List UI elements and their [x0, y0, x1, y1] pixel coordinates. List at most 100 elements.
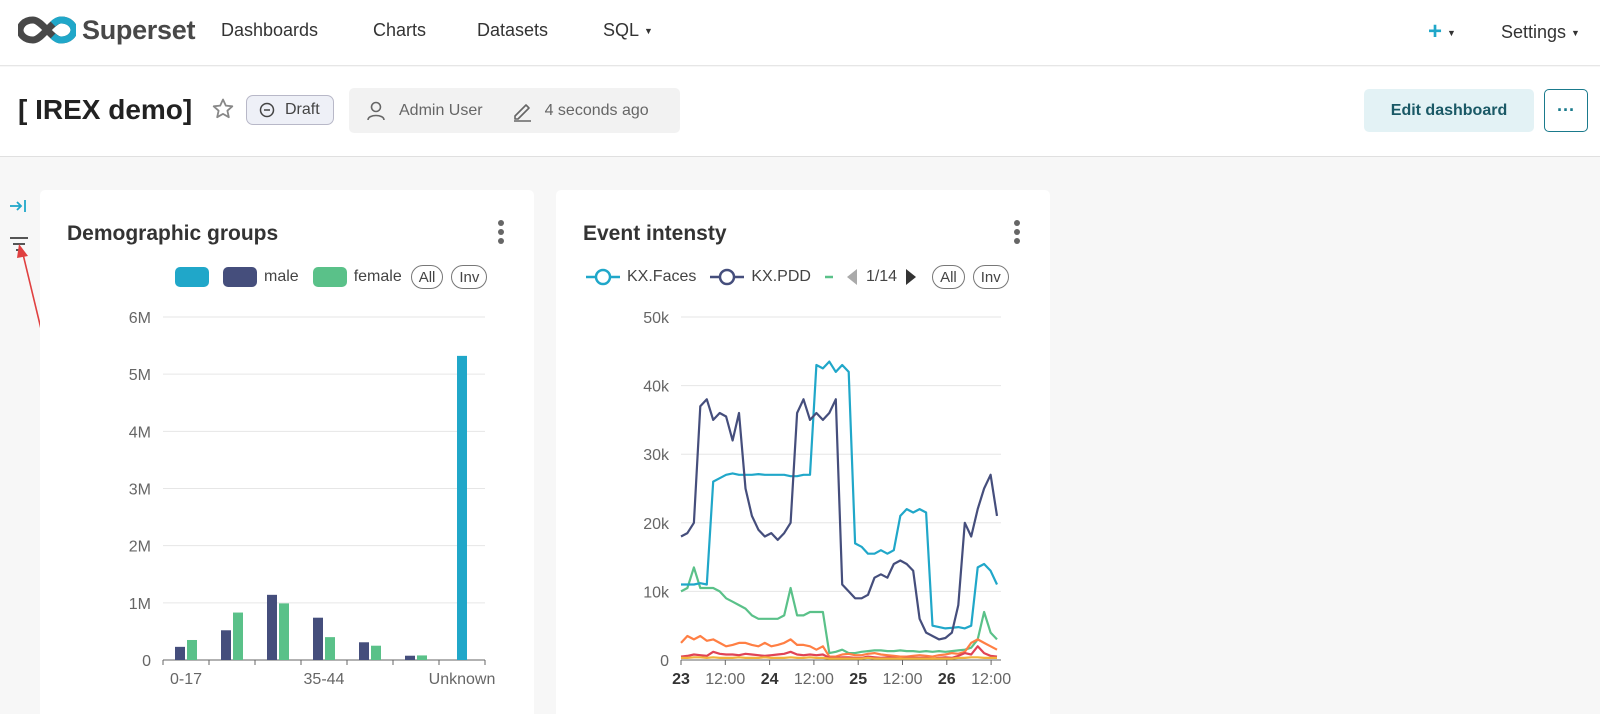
nav-datasets[interactable]: Datasets: [477, 20, 549, 40]
legend-swatch: [223, 267, 257, 287]
superset-logo[interactable]: Superset: [18, 14, 195, 46]
legend-swatch: [312, 267, 347, 287]
nav-dashboards[interactable]: Dashboards: [221, 20, 319, 40]
legend-line-marker: [586, 268, 620, 286]
chart-title: Event intensty: [583, 222, 727, 245]
infinity-icon: [18, 16, 76, 44]
y-tick-label: 50k: [643, 310, 670, 327]
settings-menu[interactable]: Settings ▼: [1501, 22, 1580, 43]
legend-label: female: [353, 268, 402, 285]
bar: [325, 637, 335, 660]
filter-icon[interactable]: [8, 235, 30, 253]
legend-line-marker: [824, 275, 833, 279]
y-tick-label: 1M: [129, 596, 151, 613]
series-line: [680, 398, 999, 641]
chart-card-event-intensity: Event intensty KX.Faces KX.PDD 1/14 All …: [556, 190, 1050, 714]
bar: [313, 617, 323, 660]
chart-legend: KX.Faces KX.PDD 1/14 All Inv: [586, 265, 1009, 289]
legend-item[interactable]: male: [223, 267, 299, 287]
new-item-button[interactable]: + ▼: [1428, 18, 1456, 46]
bar: [417, 655, 427, 660]
top-navbar: Superset Dashboards Charts Datasets SQL ▼…: [0, 0, 1600, 66]
edit-dashboard-button[interactable]: Edit dashboard: [1364, 89, 1534, 132]
legend-label: male: [264, 268, 299, 285]
legend-swatch: [175, 267, 209, 287]
legend-item[interactable]: KX.PDD: [710, 267, 811, 287]
app-name: Superset: [82, 14, 196, 45]
nav-sql-label: SQL: [603, 20, 640, 40]
plus-icon: +: [1428, 18, 1443, 45]
minus-circle-icon: [259, 102, 275, 118]
legend-invert-button[interactable]: Inv: [451, 265, 488, 289]
y-tick-label: 10k: [643, 584, 670, 601]
owner-info[interactable]: Admin User: [365, 100, 483, 122]
legend-item[interactable]: [175, 267, 209, 287]
x-tick-label: 12:00: [705, 671, 745, 688]
legend-item[interactable]: [824, 267, 835, 287]
y-tick-label: 3M: [129, 482, 151, 499]
legend-prev-page-icon[interactable]: [845, 267, 859, 287]
metadata-bar: Admin User 4 seconds ago: [349, 88, 680, 133]
chart-title: Demographic groups: [67, 222, 279, 245]
x-tick-label: 35-44: [304, 671, 345, 688]
star-icon[interactable]: [211, 97, 235, 121]
modified-time: 4 seconds ago: [544, 101, 649, 119]
legend-next-page-icon[interactable]: [904, 267, 918, 287]
bar: [457, 355, 467, 660]
edit-icon: [513, 103, 531, 122]
legend-invert-button[interactable]: Inv: [972, 265, 1009, 289]
bar: [371, 645, 381, 660]
x-tick-label: 23: [672, 671, 690, 688]
caret-down-icon: ▼: [1447, 27, 1456, 38]
bar: [175, 646, 185, 660]
y-tick-label: 6M: [129, 310, 151, 327]
x-tick-label: 12:00: [794, 671, 834, 688]
y-tick-label: 0: [142, 653, 151, 670]
x-tick-label: 0-17: [170, 671, 202, 688]
x-tick-label: 26: [938, 671, 956, 688]
modified-info[interactable]: 4 seconds ago: [511, 100, 649, 122]
kebab-menu-icon[interactable]: [498, 220, 504, 247]
series-line: [681, 656, 997, 660]
dashboard-header: [ IREX demo] Draft Admin User 4 seconds …: [0, 67, 1600, 157]
nav-sql[interactable]: SQL ▼: [603, 20, 653, 41]
user-icon: [367, 101, 385, 120]
y-tick-label: 0: [660, 653, 669, 670]
series-line: [680, 634, 998, 658]
caret-down-icon: ▼: [644, 26, 653, 37]
bar: [187, 639, 197, 660]
line-chart: 0 10k 20k 30k 40k 50k 23 12:00 24 12:00 25 12:00 26 1…: [643, 310, 1011, 688]
draft-label: Draft: [285, 101, 320, 118]
legend-line-marker: [710, 268, 745, 286]
chart-card-demographics: Demographic groups male female All Inv 0…: [40, 190, 534, 714]
legend-item[interactable]: female: [312, 267, 402, 287]
draft-badge[interactable]: Draft: [246, 95, 334, 125]
bar-chart: 0 1M 2M 3M 4M 5M 6M 0-17 35-44 Unknown: [129, 310, 496, 688]
legend-label: KX.PDD: [751, 268, 811, 285]
series-line: [680, 566, 998, 655]
y-tick-label: 20k: [643, 516, 670, 533]
x-tick-label: 25: [849, 671, 867, 688]
x-tick-label: 12:00: [882, 671, 922, 688]
dashboard-title[interactable]: [ IREX demo]: [18, 94, 193, 125]
nav-charts[interactable]: Charts: [373, 20, 427, 40]
y-tick-label: 30k: [643, 447, 670, 464]
expand-filters-icon[interactable]: [8, 197, 28, 215]
more-options-button[interactable]: ···: [1544, 89, 1588, 132]
owner-name: Admin User: [399, 101, 483, 119]
settings-label: Settings: [1501, 22, 1567, 42]
y-tick-label: 2M: [129, 539, 151, 556]
legend-select-all-button[interactable]: All: [410, 265, 444, 289]
legend-label: KX.Faces: [627, 268, 697, 285]
legend-select-all-button[interactable]: All: [932, 265, 965, 289]
bar: [359, 642, 369, 660]
legend-item[interactable]: KX.Faces: [586, 267, 696, 287]
chart-legend: male female All Inv: [175, 265, 488, 289]
bar: [267, 594, 277, 660]
kebab-menu-icon[interactable]: [1014, 220, 1020, 247]
bar: [405, 655, 415, 660]
bar: [221, 630, 231, 660]
bar: [279, 603, 289, 660]
y-tick-label: 40k: [643, 379, 670, 396]
y-tick-label: 5M: [129, 367, 151, 384]
